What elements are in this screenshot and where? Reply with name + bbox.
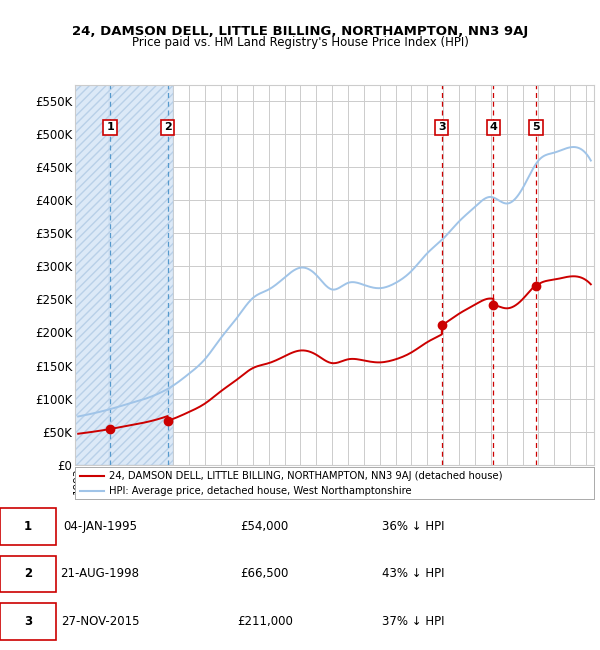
FancyBboxPatch shape	[0, 556, 56, 592]
Text: 27-NOV-2015: 27-NOV-2015	[61, 615, 139, 628]
Text: 24, DAMSON DELL, LITTLE BILLING, NORTHAMPTON, NN3 9AJ (detached house): 24, DAMSON DELL, LITTLE BILLING, NORTHAM…	[109, 471, 502, 481]
Text: 2: 2	[164, 122, 172, 133]
Text: 43% ↓ HPI: 43% ↓ HPI	[382, 567, 445, 580]
Text: 3: 3	[23, 615, 32, 628]
Text: 04-JAN-1995: 04-JAN-1995	[63, 520, 137, 533]
Text: 21-AUG-1998: 21-AUG-1998	[61, 567, 140, 580]
Text: HPI: Average price, detached house, West Northamptonshire: HPI: Average price, detached house, West…	[109, 486, 412, 496]
Text: 1: 1	[23, 520, 32, 533]
Text: Price paid vs. HM Land Registry's House Price Index (HPI): Price paid vs. HM Land Registry's House …	[131, 36, 469, 49]
Text: 37% ↓ HPI: 37% ↓ HPI	[382, 615, 445, 628]
Bar	[75, 84, 112, 465]
Text: 36% ↓ HPI: 36% ↓ HPI	[382, 520, 445, 533]
Text: 5: 5	[532, 122, 540, 133]
FancyBboxPatch shape	[0, 603, 56, 640]
Text: £66,500: £66,500	[241, 567, 289, 580]
Text: £211,000: £211,000	[237, 615, 293, 628]
Text: £54,000: £54,000	[241, 520, 289, 533]
Text: 24, DAMSON DELL, LITTLE BILLING, NORTHAMPTON, NN3 9AJ: 24, DAMSON DELL, LITTLE BILLING, NORTHAM…	[72, 25, 528, 38]
Text: 3: 3	[438, 122, 446, 133]
Text: 1: 1	[106, 122, 114, 133]
Text: 4: 4	[490, 122, 497, 133]
Text: 2: 2	[23, 567, 32, 580]
Bar	[109, 84, 173, 465]
FancyBboxPatch shape	[0, 508, 56, 545]
